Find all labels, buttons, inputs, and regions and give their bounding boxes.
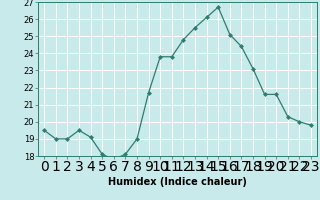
X-axis label: Humidex (Indice chaleur): Humidex (Indice chaleur) <box>108 177 247 187</box>
